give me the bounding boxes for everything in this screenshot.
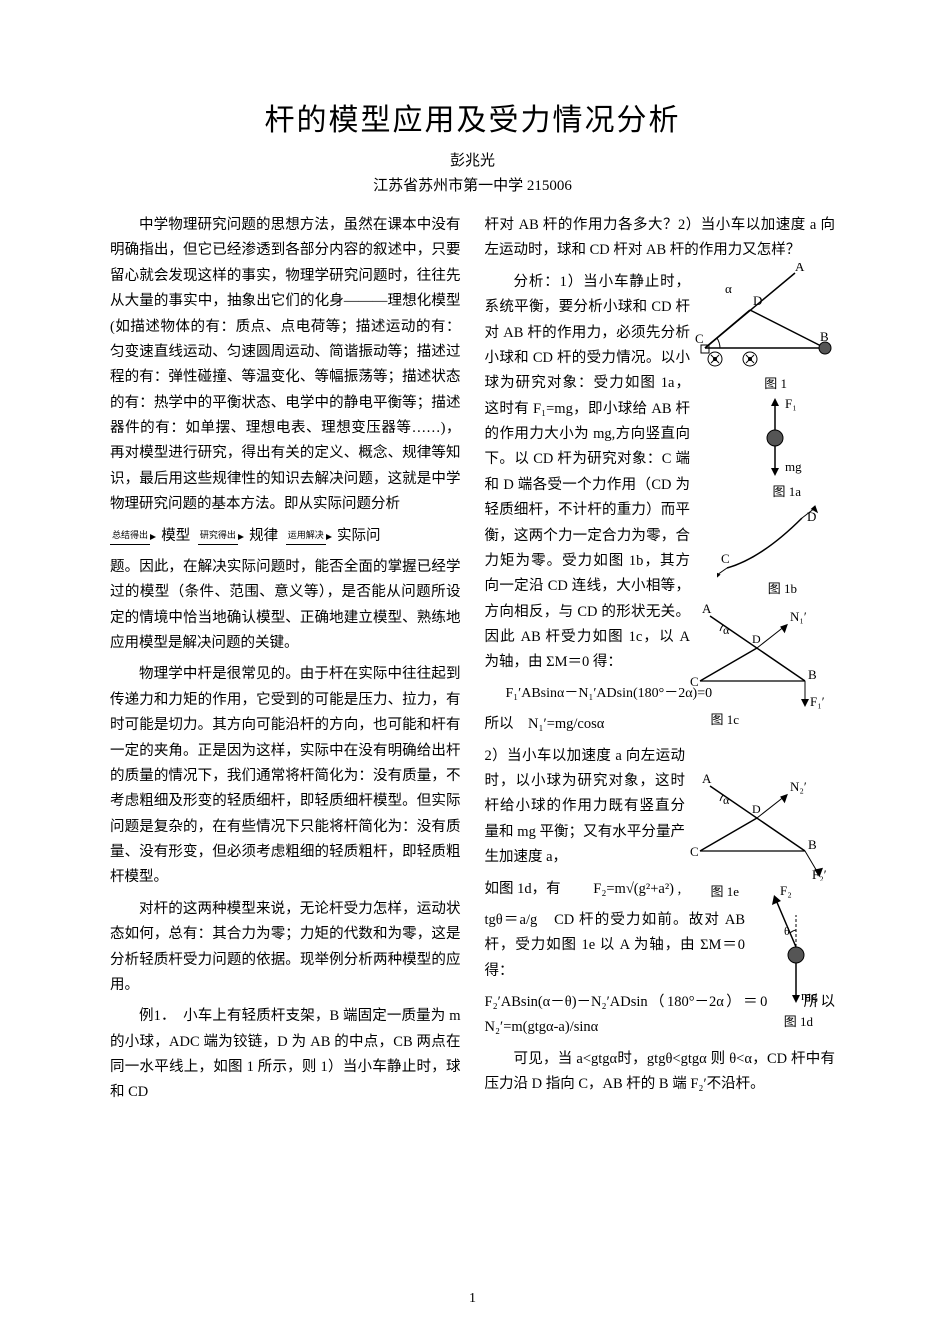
- fig1a-mg: mg: [785, 459, 802, 474]
- right-column: A α D C B 图 1 F₁ mg 图 1a: [485, 213, 836, 1112]
- fig1b-C: C: [721, 551, 730, 566]
- fig1e-F2: F₂′: [812, 867, 827, 881]
- paper-title: 杆的模型应用及受力情况分析: [110, 95, 835, 139]
- fig1-label-B: B: [820, 329, 829, 344]
- fig1e-N2: N₂′: [790, 779, 807, 794]
- flow-node-2: 规律: [249, 524, 278, 549]
- right-eq2: 所以 N₁′=mg/cosα: [485, 712, 836, 737]
- document-page: 杆的模型应用及受力情况分析 彭兆光 江苏省苏州市第一中学 215006 中学物理…: [0, 0, 945, 1337]
- fig1c-C: C: [690, 674, 699, 689]
- figure-1d: F₂ θ mg: [746, 885, 831, 1010]
- figure-1b: C D: [717, 503, 827, 583]
- figure-1e: A α D C B N₂′ F₂′: [690, 771, 835, 881]
- fig1c-D: D: [752, 632, 761, 646]
- fig1e-A: A: [702, 771, 712, 786]
- fig1e-D: D: [752, 802, 761, 816]
- two-column-body: 中学物理研究问题的思想方法，虽然在课本中没有明确指出，但它已经渗透到各部分内容的…: [110, 213, 835, 1112]
- fig1-label-D: D: [753, 293, 762, 308]
- left-paragraph-1b: 题。因此，在解决实际问题时，能否全面的掌握已经学过的模型（条件、范围、意义等），…: [110, 555, 461, 657]
- flow-label-3: 运用解决: [286, 528, 326, 545]
- flow-sequence: 总结得出 模型 研究得出 规律 运用解决 实际问: [110, 524, 461, 549]
- figure-1a-caption: 图 1a: [772, 481, 801, 504]
- figure-1d-caption: 图 1d: [784, 1011, 813, 1034]
- fig1d-theta: θ: [784, 924, 790, 938]
- right-paragraph-4: 可见，当 a<gtgα时，gtgθ<gtgα 则 θ<α，CD 杆中有压力沿 D…: [485, 1047, 836, 1098]
- left-paragraph-1: 中学物理研究问题的思想方法，虽然在课本中没有明确指出，但它已经渗透到各部分内容的…: [110, 213, 461, 518]
- figure-1c: A α D C B N₁′ F₁′: [690, 601, 835, 711]
- figure-1b-caption: 图 1b: [768, 578, 797, 601]
- fig1c-N1: N₁′: [790, 609, 807, 624]
- right-eq3a: 如图 1d，有: [485, 881, 561, 897]
- figure-1c-caption: 图 1c: [710, 709, 739, 732]
- author-name: 彭兆光: [110, 149, 835, 170]
- fig1c-B: B: [808, 667, 817, 682]
- left-column: 中学物理研究问题的思想方法，虽然在课本中没有明确指出，但它已经渗透到各部分内容的…: [110, 213, 461, 1112]
- page-number: 1: [469, 1291, 476, 1307]
- fig1-label-A: A: [795, 263, 805, 274]
- fig1c-A: A: [702, 601, 712, 616]
- fig1c-F1: F₁′: [810, 694, 825, 709]
- fig1d-F2: F₂: [780, 885, 792, 898]
- fig1-label-C: C: [695, 331, 704, 346]
- flow-label-1: 总结得出: [110, 528, 150, 545]
- flow-node-1: 模型: [161, 524, 190, 549]
- flow-node-3: 实际问: [337, 524, 381, 549]
- affiliation: 江苏省苏州市第一中学 215006: [110, 174, 835, 195]
- fig1b-D: D: [807, 509, 816, 524]
- figure-1a: F₁ mg: [735, 393, 815, 483]
- flow-label-2: 研究得出: [198, 528, 238, 545]
- left-paragraph-2: 物理学中杆是很常见的。由于杆在实际中往往起到传递力和力矩的作用，它受到的可能是压…: [110, 662, 461, 890]
- figure-1: A α D C B: [695, 263, 835, 378]
- fig1d-mg: mg: [801, 988, 818, 1003]
- fig1e-C: C: [690, 844, 699, 859]
- left-paragraph-3: 对杆的这两种模型来说，无论杆受力怎样，运动状态如何，总有：其合力为零；力矩的代数…: [110, 897, 461, 999]
- fig1e-B: B: [808, 837, 817, 852]
- fig1e-alpha: α: [723, 793, 730, 807]
- right-paragraph-1: 杆对 AB 杆的作用力各多大？2）当小车以加速度 a 向左运动时，球和 CD 杆…: [485, 213, 836, 264]
- left-paragraph-4: 例1． 小车上有轻质杆支架，B 端固定一质量为 m 的小球，ADC 端为铰链，D…: [110, 1004, 461, 1106]
- figure-1e-caption: 图 1e: [710, 881, 739, 904]
- right-eq3b: F₂=m√(g²+a²) ,: [593, 881, 681, 897]
- fig1a-F1: F₁: [785, 396, 797, 411]
- fig1-label-alpha: α: [725, 281, 732, 296]
- fig1c-alpha: α: [723, 623, 730, 637]
